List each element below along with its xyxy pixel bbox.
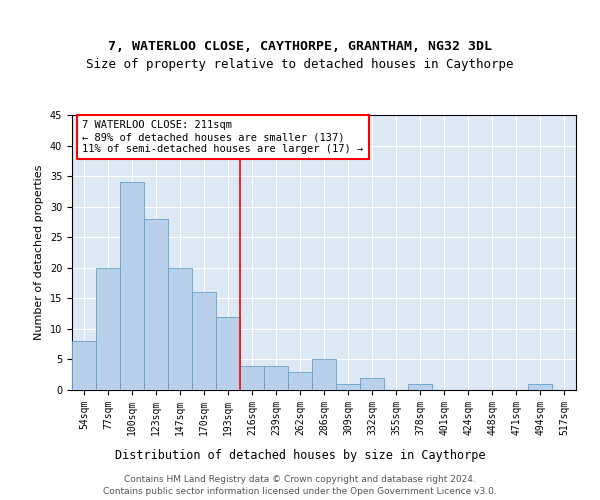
Bar xyxy=(288,372,312,390)
Bar xyxy=(240,366,264,390)
Text: Size of property relative to detached houses in Caythorpe: Size of property relative to detached ho… xyxy=(86,58,514,71)
Bar xyxy=(72,341,96,390)
Text: 7, WATERLOO CLOSE, CAYTHORPE, GRANTHAM, NG32 3DL: 7, WATERLOO CLOSE, CAYTHORPE, GRANTHAM, … xyxy=(108,40,492,52)
Text: Contains HM Land Registry data © Crown copyright and database right 2024.: Contains HM Land Registry data © Crown c… xyxy=(124,475,476,484)
Text: 7 WATERLOO CLOSE: 211sqm
← 89% of detached houses are smaller (137)
11% of semi-: 7 WATERLOO CLOSE: 211sqm ← 89% of detach… xyxy=(82,120,364,154)
Bar xyxy=(336,384,360,390)
Bar xyxy=(528,384,552,390)
Bar xyxy=(312,360,336,390)
Bar xyxy=(408,384,432,390)
Text: Contains public sector information licensed under the Open Government Licence v3: Contains public sector information licen… xyxy=(103,487,497,496)
Bar xyxy=(192,292,216,390)
Bar xyxy=(96,268,120,390)
Text: Distribution of detached houses by size in Caythorpe: Distribution of detached houses by size … xyxy=(115,450,485,462)
Bar xyxy=(360,378,384,390)
Y-axis label: Number of detached properties: Number of detached properties xyxy=(34,165,44,340)
Bar xyxy=(120,182,144,390)
Bar xyxy=(144,219,168,390)
Bar xyxy=(216,316,240,390)
Bar xyxy=(264,366,288,390)
Bar xyxy=(168,268,192,390)
